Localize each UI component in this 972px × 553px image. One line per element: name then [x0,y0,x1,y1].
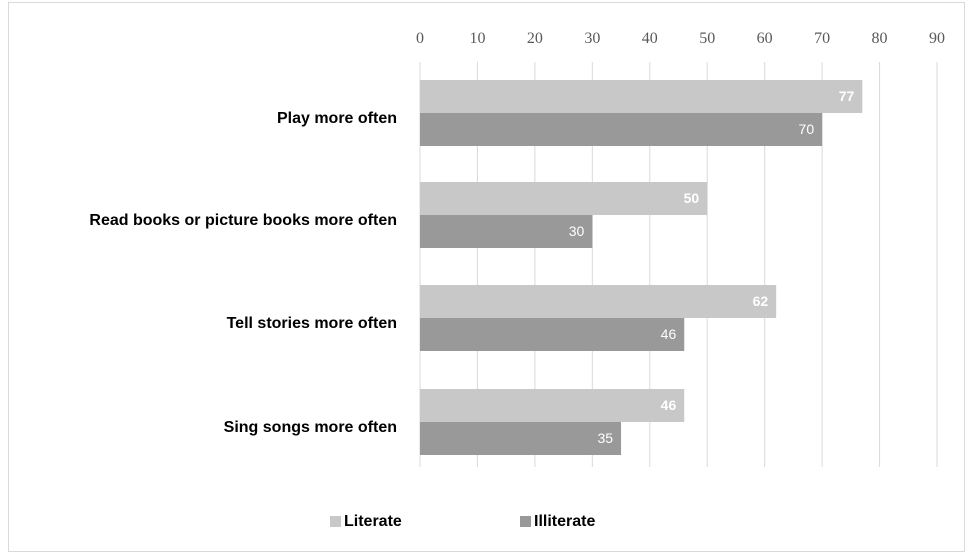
x-tick-label: 10 [469,30,485,47]
bar-literate [420,80,863,113]
data-label: 70 [799,121,815,137]
x-tick-label: 60 [757,30,773,47]
bar-illiterate [420,422,622,455]
legend-label: Literate [344,513,402,530]
bar-literate [420,285,777,318]
data-label: 77 [839,88,855,104]
legend-swatch [520,516,531,527]
category-label: Tell stories more often [227,315,397,332]
bar-literate [420,182,708,215]
data-label: 46 [661,397,677,413]
x-tick-label: 50 [699,30,715,47]
x-tick-label: 20 [527,30,543,47]
data-label: 46 [661,326,677,342]
bar-literate [420,389,685,422]
category-label: Sing songs more often [224,419,397,436]
data-label: 30 [569,223,585,239]
bar-illiterate [420,215,593,248]
x-tick-label: 40 [642,30,658,47]
data-label: 62 [753,293,769,309]
x-tick-label: 0 [416,30,424,47]
category-label: Read books or picture books more often [89,212,397,229]
data-label: 50 [684,190,700,206]
bar-illiterate [420,318,685,351]
x-tick-label: 90 [929,30,945,47]
bar-illiterate [420,113,823,146]
legend-label: Illiterate [534,513,595,530]
data-label: 35 [597,430,613,446]
category-label: Play more often [277,110,397,127]
x-tick-label: 70 [814,30,830,47]
x-tick-label: 30 [584,30,600,47]
x-tick-label: 80 [872,30,888,47]
legend-swatch [330,516,341,527]
